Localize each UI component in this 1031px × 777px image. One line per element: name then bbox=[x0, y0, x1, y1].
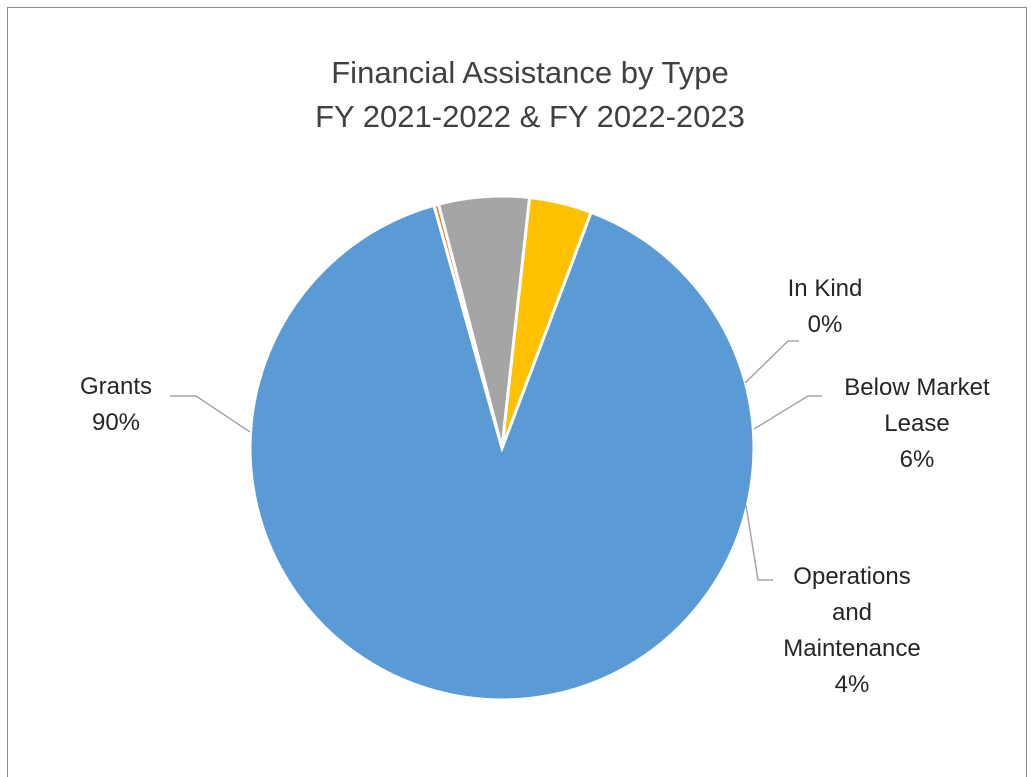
leader-line-in-kind bbox=[744, 340, 799, 384]
data-label-operations-and-maintenance-percent: 4% bbox=[835, 671, 870, 698]
leader-lines bbox=[170, 340, 822, 581]
pie-slice-grants bbox=[248, 203, 756, 702]
data-label-operations-and-maintenance-name-2: and bbox=[832, 599, 872, 626]
data-label-below-market-lease-percent: 6% bbox=[900, 446, 935, 473]
data-label-operations-and-maintenance-name-1: Operations bbox=[793, 563, 910, 590]
leader-line-operations-and-maintenance bbox=[745, 504, 773, 581]
data-label-grants-name-1: Grants bbox=[80, 373, 152, 400]
chart-title: Financial Assistance by Type bbox=[331, 55, 728, 90]
data-labels: Grants 90% In Kind 0% Below Market Lease 6% Ope… bbox=[80, 275, 990, 698]
chart-subtitle: FY 2021-2022 & FY 2022-2023 bbox=[315, 99, 745, 134]
data-label-below-market-lease-name-2: Lease bbox=[884, 410, 949, 437]
leader-line-grants bbox=[170, 395, 251, 433]
pie-slices bbox=[248, 194, 756, 702]
data-label-grants-percent: 90% bbox=[92, 409, 140, 436]
data-label-below-market-lease-name-1: Below Market bbox=[844, 374, 990, 401]
pie-slice-operations-and-maintenance bbox=[500, 195, 594, 449]
data-label-in-kind-name-1: In Kind bbox=[788, 275, 863, 302]
data-label-operations-and-maintenance-name-3: Maintenance bbox=[783, 635, 920, 662]
data-label-in-kind-percent: 0% bbox=[808, 311, 843, 338]
leader-line-below-market-lease bbox=[753, 395, 822, 430]
